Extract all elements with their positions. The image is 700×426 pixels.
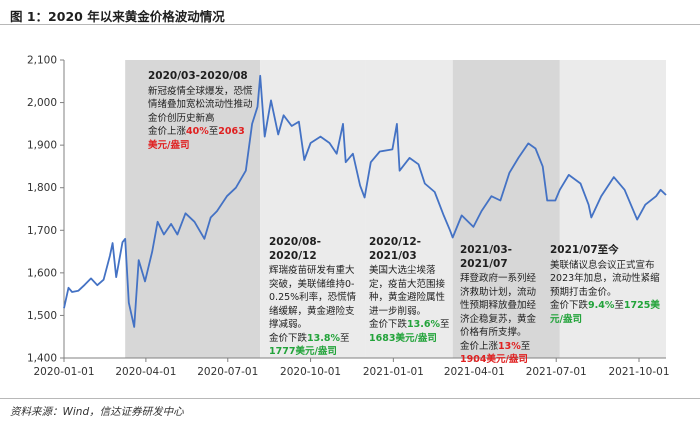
- annotation-body: 辉瑞疫苗研发有重大突破，美联储维持0-0.25%利率，恐慌情绪缓解，黄金避险支撑…: [269, 265, 357, 330]
- x-tick-label: 2021-04-01: [444, 366, 505, 378]
- y-tick-label: 1,500: [27, 310, 57, 322]
- annotation-heading: 2021/07至今: [550, 244, 619, 256]
- annotation-price: 1725: [623, 300, 651, 311]
- annotation-price: 1683: [369, 332, 396, 344]
- annotation-body: 美联储议息会议正式宣布2023年加息，流动性紧缩预期打击金价。: [550, 259, 660, 298]
- annotation-5: 2021/07至今美联储议息会议正式宣布2023年加息，流动性紧缩预期打击金价。…: [550, 244, 660, 326]
- annotation-price: 1904: [460, 354, 487, 365]
- shaded-period-2: [260, 60, 366, 358]
- annotation-change-label: 金价上涨: [148, 126, 187, 137]
- x-tick-labels: 2020-01-01 2020-04-01 2020-07-01 2020-10-01…: [33, 366, 669, 378]
- y-tick-label: 1,800: [27, 182, 57, 194]
- annotation-body: 拜登政府一系列经济救助计划，流动性预期释放叠加经济企稳复苏，黄金价格有所支撑。: [460, 273, 537, 338]
- annotation-3: 2020/12-2021/03 美国大选尘埃落定，疫苗大范围接种，黄金避险属性进一…: [369, 236, 451, 345]
- source-note: 资料来源：Wind，信达证券研发中心: [10, 406, 184, 418]
- annotation-change-label: 金价下跌: [550, 300, 589, 311]
- y-tick-label: 1,700: [27, 225, 57, 237]
- annotation-unit: 美元/盎司: [550, 300, 660, 325]
- annotation-change-pct: 9.4%: [588, 300, 615, 311]
- annotation-unit: 美元/盎司: [295, 346, 337, 357]
- title-divider: [0, 24, 700, 25]
- annotation-change-label: 金价上涨: [460, 340, 499, 352]
- y-tick-label: 1,600: [27, 267, 57, 279]
- y-tick-labels: 1,400 1,500 1,600 1,700 1,800 1,900 2,000 2,100: [27, 55, 57, 365]
- annotation-connector: 至: [339, 332, 350, 344]
- source-divider: [0, 398, 700, 399]
- annotation-change-label: 金价下跌: [369, 319, 408, 330]
- annotation-connector: 至: [208, 126, 219, 137]
- annotation-connector: 至: [520, 340, 531, 352]
- gold-price-line: [63, 74, 667, 328]
- annotation-unit: 美元/盎司: [486, 354, 528, 365]
- y-tick-label: 1,400: [27, 353, 57, 365]
- y-tick-label: 2,100: [27, 55, 57, 67]
- shaded-period-5: [559, 60, 666, 358]
- price-series: [63, 74, 667, 328]
- annotation-body: 美国大选尘埃落定，疫苗大范围接种，黄金避险属性进一步削弱。: [369, 265, 446, 317]
- annotation-connector: 至: [439, 319, 450, 330]
- annotation-change-pct: 13.6%: [407, 319, 440, 330]
- y-tick-label: 2,000: [27, 97, 57, 109]
- x-tick-label: 2021-10-01: [608, 366, 669, 378]
- x-tick-label: 2021-01-01: [363, 366, 424, 378]
- annotation-unit: 美元/盎司: [148, 139, 190, 151]
- shaded-period-3: [365, 60, 453, 358]
- x-tick-label: 2020-07-01: [197, 366, 258, 378]
- annotation-heading: 2021/03-2021/07: [460, 244, 513, 270]
- figure-title: 图 1：2020 年以来黄金价格波动情况: [10, 9, 225, 24]
- x-tick-label: 2020-04-01: [115, 366, 176, 378]
- annotation-4: 2021/03-2021/07 拜登政府一系列经济救助计划，流动性预期释放叠加经济…: [460, 244, 542, 367]
- shaded-periods: [125, 60, 666, 358]
- annotation-2: 2020/08-2020/12 辉瑞疫苗研发有重大突破，美联储维持0-0.25%利…: [269, 236, 361, 359]
- shaded-period-4: [452, 60, 560, 358]
- annotation-price: 1777: [269, 346, 296, 357]
- annotation-connector: 至: [614, 300, 624, 311]
- x-tick-label: 2021-07-01: [526, 366, 587, 378]
- annotation-1: 2020/03-2020/08 新冠疫情全球爆发，恐慌情绪叠加宽松流动性推动金价创…: [148, 70, 253, 152]
- annotation-body: 新冠疫情全球爆发，恐慌情绪叠加宽松流动性推动金价创历史新高: [148, 85, 253, 124]
- annotation-change-label: 金价下跌: [269, 332, 308, 344]
- annotation-heading: 2020/12-2021/03: [369, 236, 422, 262]
- y-tick-label: 1,900: [27, 140, 57, 152]
- annotation-unit: 美元/盎司: [395, 332, 437, 344]
- annotation-change-pct: 13%: [498, 340, 521, 352]
- shaded-period-1: [125, 60, 261, 358]
- annotation-price: 2063: [218, 126, 245, 137]
- axes: [60, 59, 666, 362]
- annotation-change-pct: 40%: [186, 126, 209, 137]
- x-tick-label: 2020-01-01: [33, 366, 94, 378]
- annotation-heading: 2020/08-2020/12: [269, 236, 322, 262]
- annotation-heading: 2020/03-2020/08: [148, 70, 248, 82]
- x-tick-label: 2020-10-01: [280, 366, 341, 378]
- annotation-change-pct: 13.8%: [307, 332, 340, 344]
